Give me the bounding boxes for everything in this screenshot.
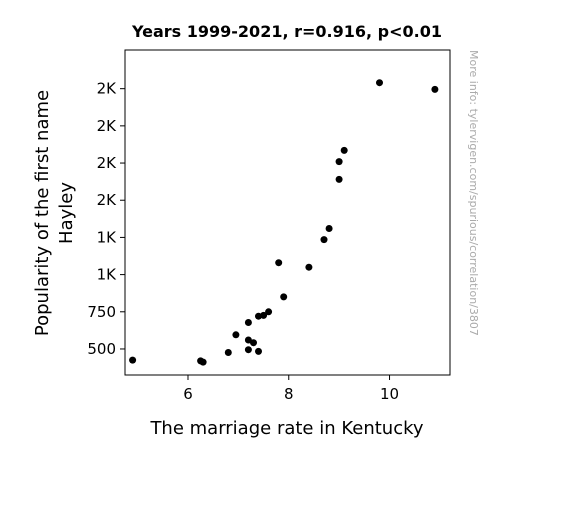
y-axis-label-line-1: Popularity of the first name <box>32 90 53 336</box>
data-point-1 <box>129 356 137 364</box>
y-tick-label-4: 1K <box>97 228 118 246</box>
data-point-21 <box>340 146 348 154</box>
data-point-15 <box>275 259 283 267</box>
x-axis-label: The marriage rate in Kentucky <box>149 418 423 439</box>
data-point-7 <box>244 346 252 354</box>
data-point-14 <box>280 293 288 301</box>
x-tick-label-1: 6 <box>183 385 193 403</box>
data-point-12 <box>260 311 268 319</box>
plot-frame <box>124 49 451 376</box>
x-tick-label-2: 8 <box>284 385 294 403</box>
y-axis-ticks: 500 750 1K 1K 2K 2K 2K 2K <box>87 80 125 358</box>
data-point-9 <box>255 347 262 355</box>
data-point-19 <box>335 175 343 183</box>
watermark-text: More info: tylervigen.com/spurious/corre… <box>467 50 480 336</box>
data-point-20 <box>335 158 343 166</box>
chart-title: Years 1999-2021, r=0.916, p<0.01 <box>131 22 442 41</box>
plot-area: 6 8 10 500 750 1K 1K 2K 2K 2K 2K <box>87 49 451 403</box>
data-point-13 <box>265 308 273 316</box>
y-tick-label-8: 2K <box>97 80 118 98</box>
x-axis-ticks: 6 8 10 <box>183 375 399 403</box>
data-point-16 <box>305 263 313 271</box>
y-axis-label-line-2: Hayley <box>56 182 77 244</box>
data-point-22 <box>376 79 383 87</box>
y-tick-label-3: 1K <box>97 266 118 284</box>
data-point-18 <box>325 225 333 232</box>
data-point-3 <box>199 358 207 366</box>
y-tick-label-6: 2K <box>97 154 118 172</box>
y-tick-label-2: 750 <box>87 303 116 321</box>
y-axis-label: Popularity of the first name Hayley <box>32 90 77 336</box>
y-tick-label-5: 2K <box>97 191 118 209</box>
y-tick-label-1: 500 <box>87 340 116 358</box>
data-point-4 <box>224 349 232 356</box>
data-point-5 <box>232 331 240 339</box>
y-tick-label-7: 2K <box>97 117 118 135</box>
data-point-10 <box>244 319 252 326</box>
data-point-17 <box>320 236 328 244</box>
data-point-23 <box>431 85 439 93</box>
data-points <box>129 79 439 366</box>
data-point-8 <box>250 339 257 347</box>
x-tick-label-3: 10 <box>380 385 399 403</box>
